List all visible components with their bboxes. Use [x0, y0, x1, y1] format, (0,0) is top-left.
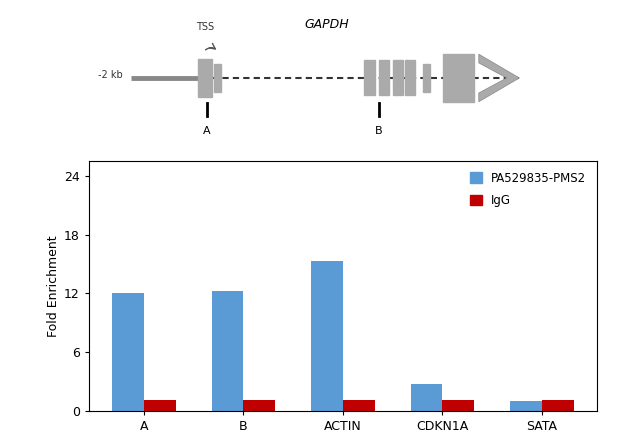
- Bar: [343, 401, 375, 411]
- Bar: [112, 293, 144, 411]
- Bar: [510, 401, 542, 411]
- Bar: [364, 60, 375, 96]
- Bar: [443, 54, 474, 102]
- Bar: [211, 291, 243, 411]
- Text: TSS: TSS: [196, 21, 215, 32]
- Text: -2 kb: -2 kb: [98, 71, 123, 80]
- Bar: [423, 64, 430, 92]
- Bar: [405, 60, 415, 96]
- Text: B: B: [375, 126, 382, 135]
- Legend: PA529835-PMS2, IgG: PA529835-PMS2, IgG: [465, 167, 591, 212]
- Bar: [198, 59, 211, 97]
- Y-axis label: Fold Enrichment: Fold Enrichment: [47, 235, 60, 337]
- Bar: [393, 60, 403, 96]
- Bar: [144, 401, 176, 411]
- Polygon shape: [479, 54, 519, 102]
- Bar: [311, 261, 343, 411]
- Text: GAPDH: GAPDH: [304, 18, 349, 31]
- Bar: [443, 401, 474, 411]
- Bar: [411, 384, 443, 411]
- Text: A: A: [203, 126, 210, 135]
- Bar: [243, 401, 275, 411]
- Bar: [213, 64, 221, 92]
- Bar: [378, 60, 389, 96]
- Bar: [542, 401, 574, 411]
